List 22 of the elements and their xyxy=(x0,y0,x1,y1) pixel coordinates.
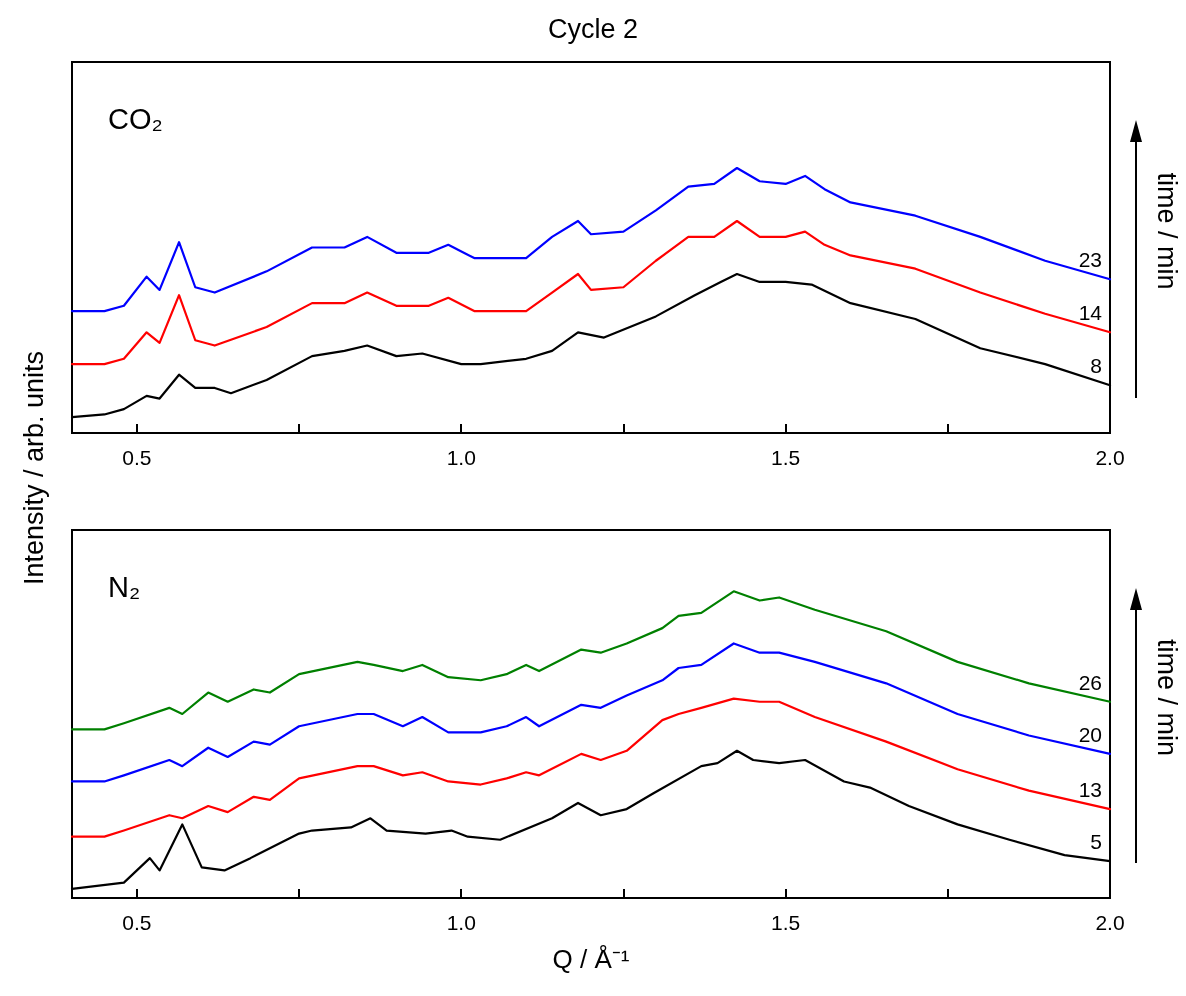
series-label: 13 xyxy=(1078,778,1102,802)
y-axis-title: Intensity / arb. units xyxy=(18,350,50,586)
x-tick-label: 1.0 xyxy=(446,911,476,934)
x-tick-label: 1.5 xyxy=(771,911,801,934)
x-tick-label: 0.5 xyxy=(122,911,152,934)
x-tick-label: 0.5 xyxy=(122,446,152,469)
x-tick-label: 1.5 xyxy=(771,446,801,469)
chart-title: Cycle 2 xyxy=(547,13,639,44)
x-axis-title: Q / Å⁻¹ xyxy=(552,944,630,974)
x-tick-label: 2.0 xyxy=(1095,446,1125,469)
x-tick-label: 1.0 xyxy=(446,446,476,469)
text: time / min xyxy=(1151,639,1182,757)
text: time / min xyxy=(1151,172,1182,290)
series-label: 8 xyxy=(1090,354,1102,378)
series-label: 20 xyxy=(1078,722,1102,746)
x-tick-label: 2.0 xyxy=(1095,911,1125,934)
series-label: 23 xyxy=(1078,248,1102,272)
series-label: 26 xyxy=(1078,670,1102,694)
text: CO₂ xyxy=(108,102,163,135)
series-label: 5 xyxy=(1090,830,1102,854)
series-label: 14 xyxy=(1078,301,1103,325)
annotation: N₂ xyxy=(108,570,141,603)
